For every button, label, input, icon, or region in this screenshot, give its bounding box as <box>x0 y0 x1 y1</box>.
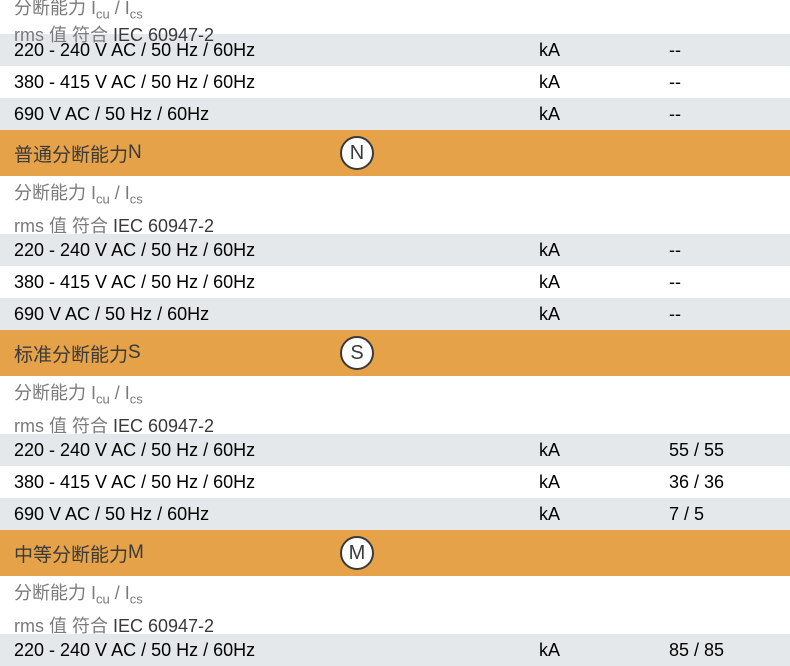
row-desc: 690 V AC / 50 Hz / 60Hz <box>14 304 539 325</box>
section-header-s: 标准分断能力 S S <box>0 330 790 376</box>
data-row: 220 - 240 V AC / 50 Hz / 60Hz kA 85 / 85 <box>0 634 790 666</box>
data-row: 690 V AC / 50 Hz / 60Hz kA -- <box>0 98 790 130</box>
text-part: 分断能力 I <box>14 183 96 203</box>
subheader-s: 分断能力 Icu / Ics rms 值 符合 IEC 60947-2 <box>0 376 790 434</box>
subscript: cu <box>96 192 110 207</box>
section-header-n: 普通分断能力 N N <box>0 130 790 176</box>
row-unit: kA <box>539 240 669 261</box>
subscript: cs <box>130 392 143 407</box>
data-row: 690 V AC / 50 Hz / 60Hz kA 7 / 5 <box>0 498 790 530</box>
header-label: 普通分断能力 <box>14 140 128 167</box>
subscript: cs <box>130 7 143 22</box>
row-unit: kA <box>539 640 669 661</box>
row-desc: 690 V AC / 50 Hz / 60Hz <box>14 504 539 525</box>
row-value: -- <box>669 72 790 93</box>
subheader-partial: 分断能力 Icu / Ics rms 值 符合 IEC 60947-2 <box>0 0 790 34</box>
circle-letter: N <box>350 142 364 165</box>
row-unit: kA <box>539 72 669 93</box>
row-desc: 220 - 240 V AC / 50 Hz / 60Hz <box>14 440 539 461</box>
row-desc: 220 - 240 V AC / 50 Hz / 60Hz <box>14 40 539 61</box>
row-unit: kA <box>539 440 669 461</box>
text-part: / I <box>110 383 130 403</box>
data-row: 380 - 415 V AC / 50 Hz / 60Hz kA 36 / 36 <box>0 466 790 498</box>
section-header-m: 中等分断能力 M M <box>0 530 790 576</box>
row-value: -- <box>669 240 790 261</box>
data-row: 220 - 240 V AC / 50 Hz / 60Hz kA -- <box>0 234 790 266</box>
row-unit: kA <box>539 104 669 125</box>
row-desc: 380 - 415 V AC / 50 Hz / 60Hz <box>14 72 539 93</box>
text-part: / I <box>110 183 130 203</box>
data-row: 690 V AC / 50 Hz / 60Hz kA -- <box>0 298 790 330</box>
circle-s-icon: S <box>340 336 374 370</box>
row-desc: 220 - 240 V AC / 50 Hz / 60Hz <box>14 240 539 261</box>
data-row: 380 - 415 V AC / 50 Hz / 60Hz kA -- <box>0 66 790 98</box>
row-unit: kA <box>539 504 669 525</box>
circle-letter: M <box>349 542 366 565</box>
row-value: 55 / 55 <box>669 440 790 461</box>
data-row: 220 - 240 V AC / 50 Hz / 60Hz kA 55 / 55 <box>0 434 790 466</box>
subscript: cs <box>130 192 143 207</box>
subscript: cu <box>96 7 110 22</box>
subheader-n: 分断能力 Icu / Ics rms 值 符合 IEC 60947-2 <box>0 176 790 234</box>
subheader-line1: 分断能力 Icu / Ics <box>0 180 790 213</box>
data-row: 220 - 240 V AC / 50 Hz / 60Hz kA -- <box>0 34 790 66</box>
subheader-line1: 分断能力 Icu / Ics <box>0 580 790 613</box>
data-row: 380 - 415 V AC / 50 Hz / 60Hz kA -- <box>0 266 790 298</box>
row-unit: kA <box>539 304 669 325</box>
header-letter: M <box>128 542 144 564</box>
text-standard: IEC 60947-2 <box>113 216 214 236</box>
text-part: 分断能力 I <box>14 583 96 603</box>
subheader-line1: 分断能力 Icu / Ics <box>14 0 790 23</box>
text-part: 分断能力 I <box>14 383 96 403</box>
row-value: 7 / 5 <box>669 504 790 525</box>
header-letter: S <box>128 342 141 364</box>
subheader-line1: 分断能力 Icu / Ics <box>0 380 790 413</box>
circle-m-icon: M <box>340 536 374 570</box>
row-desc: 380 - 415 V AC / 50 Hz / 60Hz <box>14 472 539 493</box>
circle-letter: S <box>350 342 363 365</box>
row-desc: 380 - 415 V AC / 50 Hz / 60Hz <box>14 272 539 293</box>
text-part: / I <box>110 583 130 603</box>
row-value: -- <box>669 40 790 61</box>
row-value: -- <box>669 304 790 325</box>
circle-n-icon: N <box>340 136 374 170</box>
row-unit: kA <box>539 472 669 493</box>
text-part: 分断能力 I <box>14 0 96 18</box>
text-grey: rms 值 符合 <box>14 616 113 636</box>
row-unit: kA <box>539 40 669 61</box>
row-value: 85 / 85 <box>669 640 790 661</box>
subscript: cs <box>130 592 143 607</box>
text-standard: IEC 60947-2 <box>113 416 214 436</box>
subheader-m: 分断能力 Icu / Ics rms 值 符合 IEC 60947-2 <box>0 576 790 634</box>
row-desc: 690 V AC / 50 Hz / 60Hz <box>14 104 539 125</box>
header-label: 中等分断能力 <box>14 540 128 567</box>
row-value: 36 / 36 <box>669 472 790 493</box>
subscript: cu <box>96 592 110 607</box>
header-letter: N <box>128 142 142 164</box>
text-grey: rms 值 符合 <box>14 216 113 236</box>
subscript: cu <box>96 392 110 407</box>
header-label: 标准分断能力 <box>14 340 128 367</box>
row-value: -- <box>669 104 790 125</box>
text-part: / I <box>110 0 130 18</box>
text-standard: IEC 60947-2 <box>113 616 214 636</box>
row-value: -- <box>669 272 790 293</box>
text-grey: rms 值 符合 <box>14 416 113 436</box>
row-unit: kA <box>539 272 669 293</box>
row-desc: 220 - 240 V AC / 50 Hz / 60Hz <box>14 640 539 661</box>
